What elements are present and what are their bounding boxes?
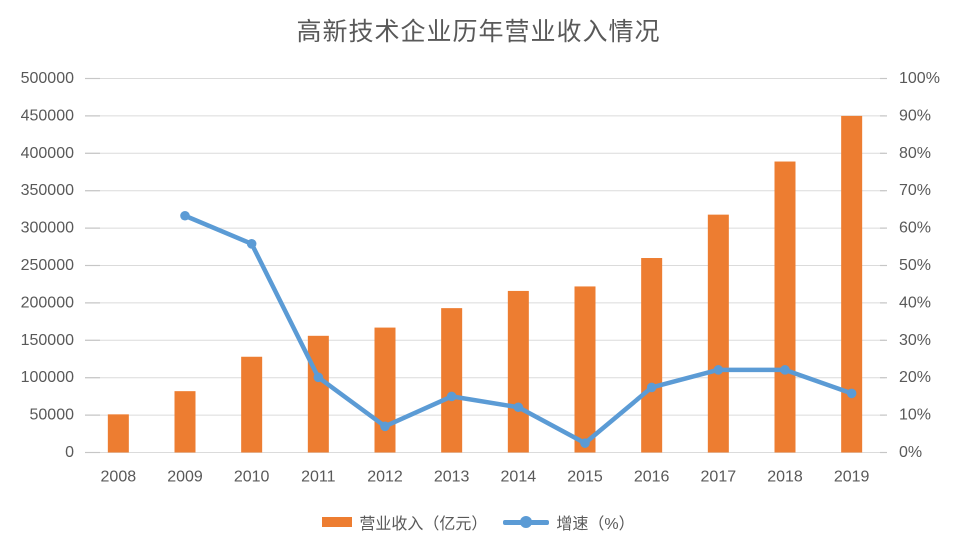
revenue-bar-swatch-icon (322, 517, 353, 527)
legend-label-revenue: 营业收入（亿元） (359, 516, 488, 533)
bar-2015 (574, 286, 596, 453)
right-axis-label: 30% (899, 332, 931, 349)
left-axis-label: 300000 (21, 220, 74, 237)
growth-marker-icon (520, 516, 533, 528)
bar-2017 (707, 214, 729, 453)
growth-point-2013 (446, 391, 457, 402)
growth-point-2016 (646, 382, 657, 393)
right-axis-label: 40% (899, 294, 931, 311)
right-axis-label: 80% (899, 145, 931, 162)
right-axis-label: 50% (899, 257, 931, 274)
growth-point-2010 (246, 239, 257, 249)
growth-point-2019 (846, 388, 857, 399)
bar-2010 (241, 356, 263, 453)
left-axis-label: 250000 (21, 257, 74, 274)
legend-item-growth: 增速（%） (503, 510, 635, 534)
x-axis-label-2016: 2016 (634, 469, 670, 486)
growth-point-2014 (513, 402, 524, 413)
x-axis-label-2008: 2008 (101, 469, 137, 486)
x-axis-label-2009: 2009 (167, 469, 203, 486)
growth-point-2018 (780, 365, 790, 375)
legend: 营业收入（亿元） 增速（%） (0, 507, 957, 537)
left-axis-label: 100000 (21, 369, 74, 386)
chart-title: 高新技术企业历年营业收入情况 (296, 19, 661, 46)
bar-2008 (107, 414, 129, 453)
right-axis-label: 100% (899, 70, 940, 87)
bar-2019 (841, 115, 863, 453)
right-axis-label: 20% (899, 369, 931, 386)
bar-2013 (441, 308, 463, 453)
growth-point-2011 (313, 372, 324, 383)
bar-2018 (774, 161, 796, 453)
left-axis-label: 350000 (21, 182, 74, 199)
growth-point-2017 (713, 365, 724, 375)
legend-label-growth: 增速（%） (556, 516, 635, 533)
left-axis-label: 50000 (30, 407, 75, 424)
x-axis-label-2017: 2017 (701, 469, 737, 486)
growth-point-2012 (380, 421, 390, 432)
right-axis-label: 60% (899, 220, 931, 237)
x-axis-label-2019: 2019 (834, 469, 870, 486)
left-axis-label: 450000 (21, 107, 74, 124)
x-axis-label-2018: 2018 (767, 469, 803, 486)
bar-2016 (641, 258, 663, 453)
right-axis-label: 0% (899, 444, 922, 461)
bar-2012 (374, 327, 396, 453)
x-axis-label-2012: 2012 (367, 469, 403, 486)
x-axis-label-2013: 2013 (434, 469, 470, 486)
bar-2011 (307, 335, 329, 453)
x-axis-label-2010: 2010 (234, 469, 270, 486)
right-axis-label: 10% (899, 407, 931, 424)
growth-point-2015 (580, 438, 590, 448)
bar-2014 (507, 290, 529, 453)
left-axis-label: 200000 (21, 294, 74, 311)
growth-line-swatch-icon (503, 516, 550, 528)
left-axis-label: 500000 (21, 70, 74, 87)
left-axis-label: 400000 (21, 145, 74, 162)
right-axis-label: 70% (899, 182, 931, 199)
x-axis-label-2011: 2011 (301, 469, 336, 486)
growth-point-2009 (180, 210, 190, 221)
right-axis-label: 90% (899, 107, 931, 124)
bar-2009 (174, 391, 196, 453)
left-axis-label: 0 (65, 444, 74, 461)
x-axis-label-2014: 2014 (501, 469, 537, 486)
x-axis-label-2015: 2015 (567, 469, 603, 486)
left-axis-label: 150000 (21, 332, 74, 349)
legend-item-revenue: 营业收入（亿元） (322, 510, 487, 534)
